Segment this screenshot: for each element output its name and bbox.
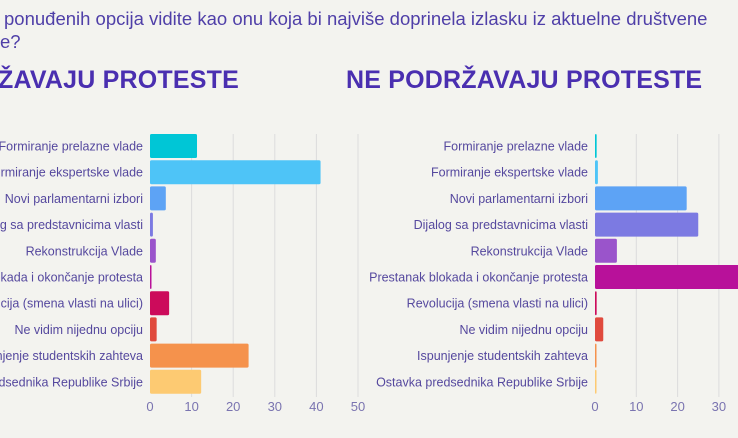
bar <box>595 238 617 263</box>
left-chart-title: ŽAVAJU PROTESTE <box>0 66 239 94</box>
x-tick-label: 10 <box>184 399 198 414</box>
category-label: Revolucija (smena vlasti na ulici) <box>407 297 588 311</box>
category-label: Formiranje prelazne vlade <box>0 140 143 154</box>
bar <box>150 369 202 394</box>
bar <box>150 265 152 289</box>
category-label: Prestanak blokada i okončanje protesta <box>369 271 588 285</box>
category-label: Formiranje prelazne vlade <box>443 140 588 154</box>
x-tick-label: 20 <box>226 399 240 414</box>
category-label: Ispunjenje studentskih zahteva <box>417 349 588 363</box>
bar <box>595 160 598 185</box>
category-label: Novi parlamentarni izbori <box>5 192 143 206</box>
category-label: Rekonstrukcija Vlade <box>471 244 588 258</box>
question-line-2: e? <box>0 31 21 52</box>
category-label: Formiranje ekspertske vlade <box>431 166 588 180</box>
category-label: Revolucija (smena vlasti na ulici) <box>0 297 143 311</box>
bar <box>150 238 156 263</box>
bar <box>595 343 597 368</box>
bar <box>595 134 597 158</box>
category-label: Rekonstrukcija Vlade <box>26 244 143 258</box>
bar <box>150 343 249 368</box>
bar <box>150 291 170 316</box>
bar <box>150 160 321 185</box>
bar <box>150 186 166 211</box>
x-tick-label: 30 <box>712 399 726 414</box>
category-label: Ne vidim nijednu opciju <box>14 323 143 337</box>
x-tick-label: 0 <box>146 399 153 414</box>
bar <box>150 134 198 158</box>
category-label: Novi parlamentarni izbori <box>450 192 588 206</box>
bar <box>595 186 687 211</box>
bar <box>595 317 604 342</box>
x-tick-label: 10 <box>629 399 643 414</box>
category-label: Ostavka predsednika Republike Srbije <box>376 375 588 389</box>
x-tick-label: 50 <box>351 399 365 414</box>
bar <box>150 212 153 237</box>
right-chart-title: NE PODRŽAVAJU PROTESTE <box>346 66 703 94</box>
bar <box>595 265 738 289</box>
category-label: Ispunjenje studentskih zahteva <box>0 349 143 363</box>
category-label: Ne vidim nijednu opciju <box>459 323 588 337</box>
x-tick-label: 0 <box>591 399 598 414</box>
x-tick-label: 20 <box>670 399 684 414</box>
category-label: Formiranje ekspertske vlade <box>0 166 143 180</box>
x-tick-label: 40 <box>309 399 323 414</box>
x-tick-label: 30 <box>268 399 282 414</box>
bar <box>595 212 699 237</box>
bar <box>595 291 597 316</box>
bar <box>150 317 157 342</box>
category-label: Ostavka predsednika Republike Srbije <box>0 375 143 389</box>
category-label: Dijalog sa predstavnicima vlasti <box>414 218 588 232</box>
bar <box>595 369 597 394</box>
category-label: Dijalog sa predstavnicima vlasti <box>0 218 143 232</box>
question-line-1: ponuđenih opcija vidite kao onu koja bi … <box>4 8 708 29</box>
category-label: Prestanak blokada i okončanje protesta <box>0 271 143 285</box>
